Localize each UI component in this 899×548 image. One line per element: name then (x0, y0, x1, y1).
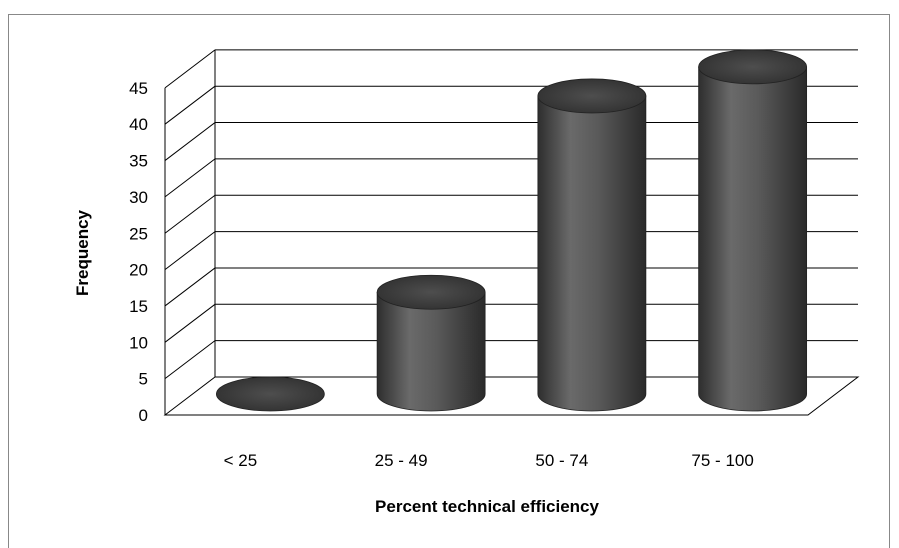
side-gridline (164, 267, 216, 307)
side-gridline (164, 194, 216, 234)
side-gridline (164, 85, 216, 125)
x-axis-title: Percent technical efficiency (375, 497, 599, 516)
chart-floor (163, 376, 860, 416)
x-tick-label: 75 - 100 (691, 451, 753, 470)
bar (698, 49, 808, 412)
x-tick-label: < 25 (224, 451, 258, 470)
bar-top (376, 274, 486, 310)
x-axis: < 25 25 - 49 50 - 74 75 - 100 (224, 451, 754, 470)
bar (215, 376, 325, 412)
bar-top (215, 376, 325, 412)
y-tick-label: 30 (129, 188, 148, 207)
y-tick-label: 10 (129, 333, 148, 352)
bar-top (537, 78, 647, 114)
chart-walls (163, 49, 860, 416)
y-tick-label: 5 (139, 370, 148, 389)
y-tick-label: 0 (139, 406, 148, 425)
side-gridline (164, 340, 216, 380)
bar-body (537, 95, 647, 412)
y-tick-label: 15 (129, 297, 148, 316)
y-tick-label: 25 (129, 224, 148, 243)
bar (537, 78, 647, 412)
side-gridline (164, 158, 216, 198)
y-tick-label: 40 (129, 115, 148, 134)
side-gridline (164, 303, 216, 343)
side-gridline (164, 122, 216, 161)
side-gridline (164, 231, 216, 270)
bar-body (376, 291, 486, 412)
y-tick-label: 20 (129, 261, 148, 280)
y-axis-title: Frequency (73, 209, 92, 296)
chart-frame (8, 14, 890, 548)
y-tick-label: 45 (129, 79, 148, 98)
bar-body (698, 66, 808, 412)
side-gridline (164, 49, 216, 89)
x-tick-label: 25 - 49 (375, 451, 428, 470)
bar (376, 274, 486, 412)
y-tick-label: 35 (129, 152, 148, 171)
x-tick-label: 50 - 74 (535, 451, 588, 470)
y-axis: 0 5 10 15 20 25 30 35 40 45 (129, 79, 148, 425)
bar-top (698, 49, 808, 85)
bars (215, 49, 808, 412)
